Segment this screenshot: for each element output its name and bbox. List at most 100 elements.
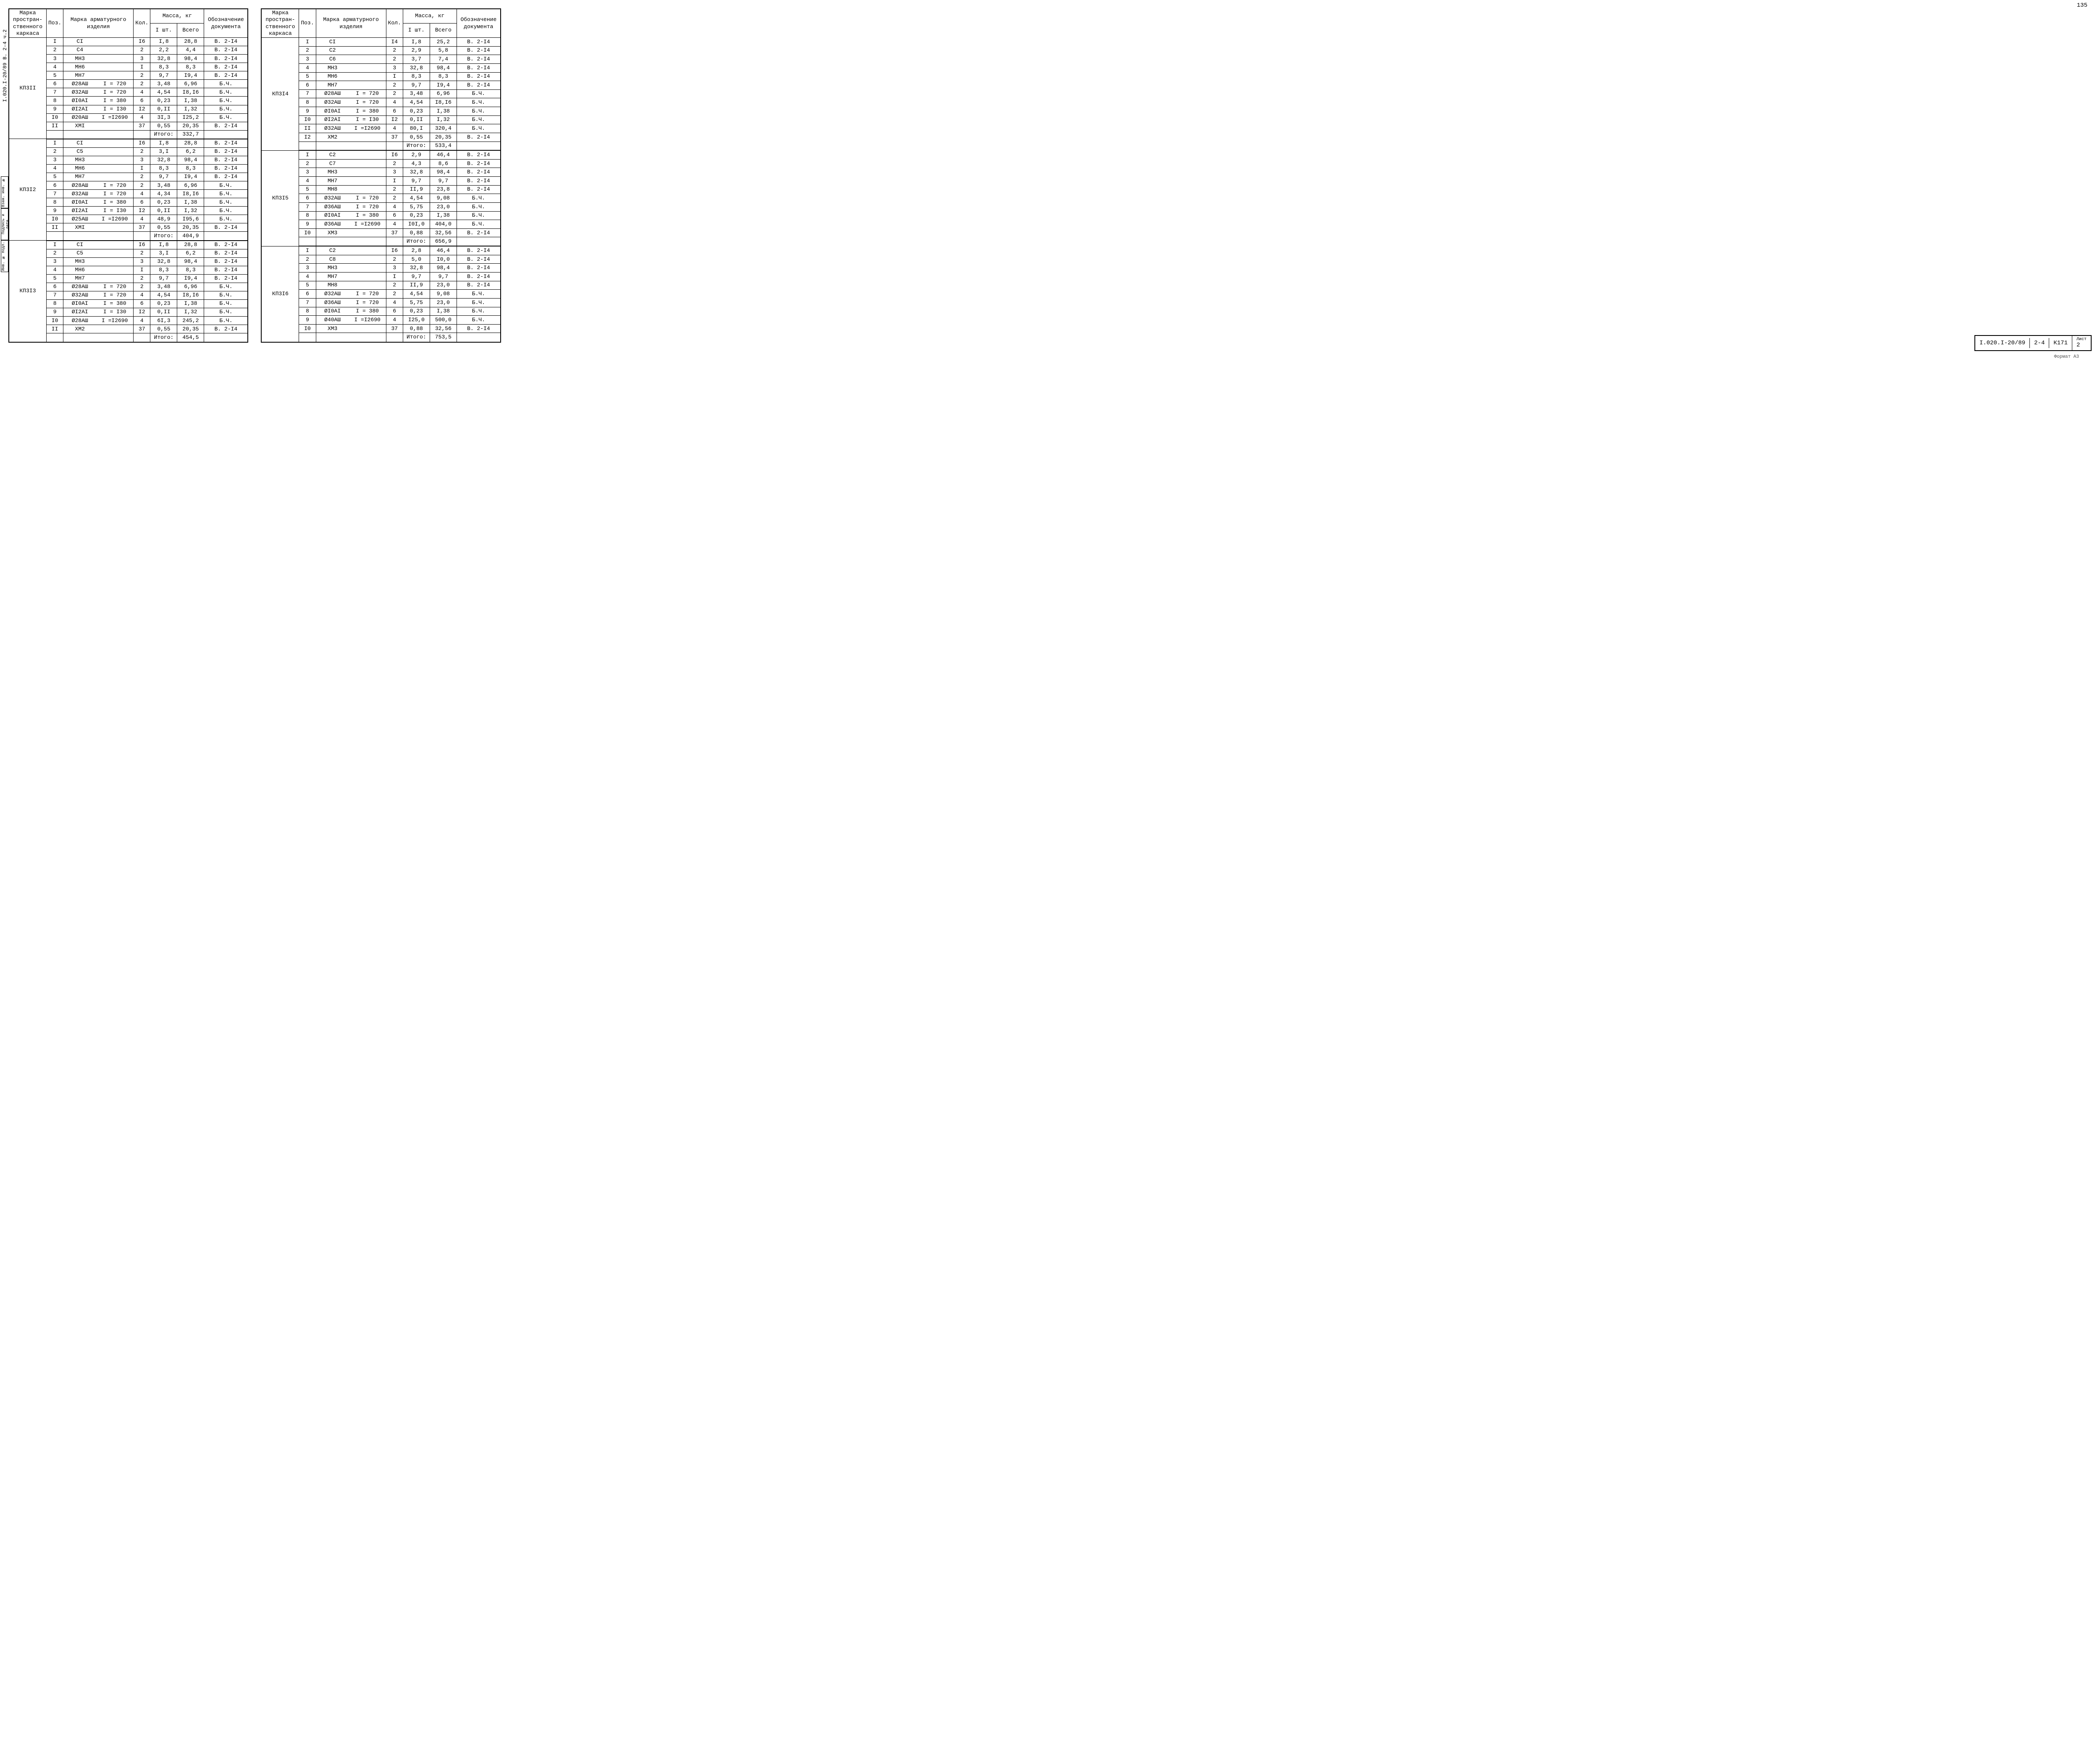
cell-doc: Б.Ч. [204, 97, 248, 105]
th-kol: Кол. [386, 9, 403, 38]
cell-izd: МН8 [316, 281, 349, 290]
cell-izd: ØI2АI [316, 115, 349, 124]
itogo-label: Итого: [150, 232, 177, 241]
cell-kol: 4 [386, 316, 403, 325]
cell-poz: 4 [47, 266, 63, 274]
side-label: I.020.I-20/89 В. 2-4 ч.2 [2, 29, 8, 102]
cell-kol: 2 [134, 80, 150, 88]
cell-len: I = 720 [96, 283, 134, 291]
cell-len [96, 38, 134, 46]
cell-poz: 2 [47, 147, 63, 156]
cell-m1: 32,8 [403, 63, 430, 72]
cell-izd: СI [316, 38, 349, 47]
cell-len [96, 71, 134, 80]
cell-len [349, 177, 386, 186]
cell-izd: ØI0АI [316, 211, 349, 220]
cell-poz: II [299, 124, 316, 133]
cell-kol: 2 [386, 46, 403, 55]
cell-poz: 7 [299, 89, 316, 98]
side-box: Подпись и дата [1, 208, 8, 240]
cell-poz: I0 [299, 324, 316, 333]
itogo-label: Итого: [150, 333, 177, 342]
cell-len [96, 325, 134, 333]
th-izd: Марка арматурного изделия [63, 9, 134, 38]
cell-m2: 245,2 [177, 317, 204, 325]
cell-izd: Ø32АШ [316, 98, 349, 107]
cell-izd: ØI0АI [63, 198, 97, 207]
cell-poz: I0 [299, 228, 316, 237]
cell-doc: В. 2-I4 [457, 55, 501, 64]
cell-kol: 4 [134, 113, 150, 122]
cell-doc: Б.Ч. [457, 298, 501, 307]
cell-izd: Ø28АШ [63, 80, 97, 88]
cell-len [96, 257, 134, 266]
cell-poz: 5 [47, 274, 63, 283]
cell-m1: 32,8 [150, 257, 177, 266]
cell-izd: ØI2АI [63, 105, 97, 113]
th-m2: Всего [177, 24, 204, 38]
cell-m1: 5,0 [403, 255, 430, 264]
cell-m2: I9,4 [177, 71, 204, 80]
cell-doc: Б.Ч. [457, 290, 501, 299]
cell-poz: 3 [47, 257, 63, 266]
itogo-value: 753,5 [430, 333, 457, 342]
cell-m2: 23,0 [430, 202, 457, 211]
th-poz: Поз. [47, 9, 63, 38]
cell-izd: МН3 [63, 55, 97, 63]
cell-m1: I,8 [403, 38, 430, 47]
cell-m2: 20,35 [177, 122, 204, 130]
cell-izd: С2 [316, 46, 349, 55]
cell-poz: 9 [47, 308, 63, 317]
cell-m1: 0,23 [150, 198, 177, 207]
cell-doc: Б.Ч. [457, 211, 501, 220]
cell-m2: 23,8 [430, 185, 457, 194]
cell-doc: В. 2-I4 [457, 38, 501, 47]
cell-izd: ХМ2 [316, 133, 349, 142]
cell-len [96, 266, 134, 274]
cell-kol: I6 [134, 139, 150, 148]
cell-m1: 4,54 [403, 290, 430, 299]
cell-kol: 3 [386, 63, 403, 72]
cell-izd: ХМI [63, 122, 97, 130]
cell-doc: Б.Ч. [457, 316, 501, 325]
cell-m1: 8,3 [150, 266, 177, 274]
cell-m1: 0,88 [403, 228, 430, 237]
cell-m1: 48,9 [150, 215, 177, 223]
cell-doc: В. 2-I4 [204, 173, 248, 181]
cell-m1: 32,8 [150, 156, 177, 164]
cell-len: I = 380 [349, 107, 386, 116]
cell-kol: 6 [134, 300, 150, 308]
cell-doc: В. 2-I4 [457, 81, 501, 90]
mark-cell: КП3I6 [261, 246, 299, 342]
cell-m1: 0,55 [150, 325, 177, 333]
cell-m1: 8,3 [150, 63, 177, 71]
cell-doc: В. 2-I4 [457, 63, 501, 72]
cell-poz: I0 [47, 215, 63, 223]
cell-kol: 37 [134, 223, 150, 232]
cell-m2: 98,4 [177, 156, 204, 164]
cell-poz: 8 [299, 307, 316, 316]
cell-m2: 404,0 [430, 220, 457, 229]
cell-kol: 37 [386, 228, 403, 237]
cell-kol: 37 [134, 325, 150, 333]
cell-m2: I9,4 [177, 274, 204, 283]
page: 135 I.020.I-20/89 В. 2-4 ч.2 Взам. инв. … [8, 8, 2092, 330]
cell-m2: 25,2 [430, 38, 457, 47]
cell-len: I = 380 [96, 97, 134, 105]
cell-doc: В. 2-I4 [204, 274, 248, 283]
cell-izd: ØI0АI [63, 97, 97, 105]
cell-poz: I2 [299, 133, 316, 142]
cell-izd: СI [63, 38, 97, 46]
cell-doc: Б.Ч. [204, 105, 248, 113]
cell-doc: Б.Ч. [204, 291, 248, 299]
cell-poz: 3 [47, 55, 63, 63]
cell-poz: 7 [47, 190, 63, 198]
cell-izd: Ø32АШ [63, 190, 97, 198]
cell-len: I = 720 [96, 80, 134, 88]
cell-izd: С7 [316, 159, 349, 168]
cell-izd: Ø32АШ [63, 291, 97, 299]
cell-doc: В. 2-I4 [457, 228, 501, 237]
itogo-label: Итого: [403, 333, 430, 342]
cell-len [96, 46, 134, 55]
cell-poz: 6 [299, 194, 316, 203]
